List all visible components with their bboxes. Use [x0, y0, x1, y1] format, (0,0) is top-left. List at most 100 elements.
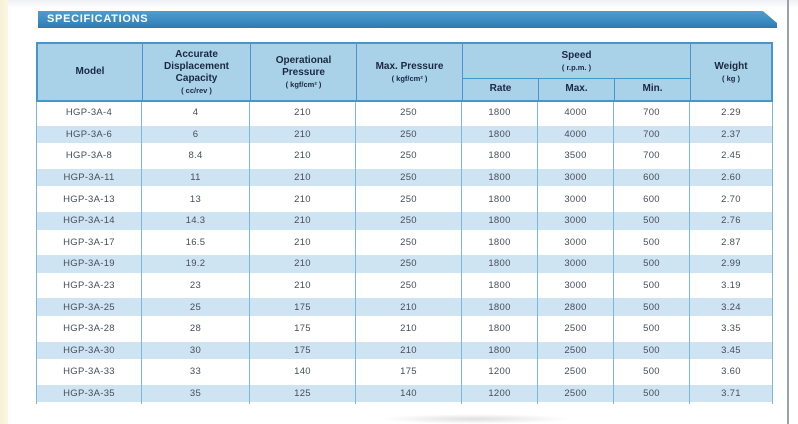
cell-op_pressure: 125 — [250, 382, 356, 405]
cell-model: HGP-3A-4 — [37, 102, 142, 124]
cell-model: HGP-3A-17 — [37, 231, 142, 254]
cell-model: HGP-3A-6 — [37, 123, 142, 146]
cell-max_pressure: 250 — [356, 274, 462, 297]
cell-speed_max: 4000 — [538, 123, 614, 146]
cell-weight: 3.71 — [721, 388, 741, 400]
cell-op_pressure: 140 — [250, 361, 356, 383]
cell-speed_max: 2500 — [538, 317, 614, 340]
cell-speed_max: 3000 — [538, 209, 614, 232]
cell-max_pressure: 140 — [356, 382, 462, 405]
table-row: HGP-3A-4 4 210 250 1800 4000 700 2.29 — [36, 102, 773, 124]
cell-capacity: 30 — [142, 339, 250, 362]
cell-speed_max: 3000 — [538, 188, 614, 210]
cell-max_pressure: 210 — [356, 296, 462, 318]
cell-speed_max: 3000 — [538, 166, 614, 189]
cell-speed_max: 2500 — [538, 382, 614, 405]
cell-weight: 3.45 — [721, 344, 741, 356]
cell-speed_max: 3000 — [538, 253, 614, 275]
cell-speed_min: 500 — [614, 339, 690, 362]
cell-speed_min: 600 — [614, 188, 690, 210]
cell-model: HGP-3A-33 — [37, 361, 142, 383]
table-header: Model Accurate Displacement Capacity ( c… — [36, 42, 773, 102]
cell-capacity: 33 — [142, 361, 250, 383]
table-row: HGP-3A-33 33 140 175 1200 2500 500 3.60 — [36, 361, 773, 383]
cell-capacity: 6 — [142, 123, 250, 146]
table-row: HGP-3A-13 13 210 250 1800 3000 600 2.70 — [36, 188, 773, 210]
table-row: HGP-3A-28 28 175 210 1800 2500 500 3.35 — [36, 317, 773, 340]
cell-max_pressure: 175 — [356, 361, 462, 383]
col-header-unit: ( kgf/cm² ) — [391, 74, 428, 84]
page-right-edge-line — [787, 0, 789, 424]
col-header-model: Model — [38, 44, 143, 100]
cell-max_pressure: 250 — [356, 123, 462, 146]
cell-max_pressure: 250 — [356, 253, 462, 275]
page-title: SPECIFICATIONS — [47, 13, 149, 25]
table-row: HGP-3A-6 6 210 250 1800 4000 700 2.37 — [36, 123, 773, 146]
cell-weight: 2.45 — [721, 150, 741, 162]
cell-speed_min: 700 — [614, 123, 690, 146]
cell-capacity: 14.3 — [142, 209, 250, 232]
table-row: HGP-3A-17 16.5 210 250 1800 3000 500 2.87 — [36, 231, 773, 254]
cell-model: HGP-3A-19 — [37, 253, 142, 275]
cell-speed_rate: 1800 — [462, 339, 538, 362]
cell-model: HGP-3A-35 — [37, 382, 142, 405]
cell-speed_rate: 1800 — [462, 317, 538, 340]
cell-speed_min: 500 — [614, 317, 690, 340]
cell-capacity: 11 — [142, 166, 250, 189]
cell-max_pressure: 250 — [356, 102, 462, 124]
col-header-operational-pressure: Operational Pressure ( kgf/cm² ) — [251, 44, 357, 100]
cell-speed_rate: 1800 — [462, 145, 538, 167]
cell-speed_max: 3000 — [538, 274, 614, 297]
col-header-unit: ( kg ) — [722, 74, 740, 84]
cell-op_pressure: 210 — [250, 231, 356, 254]
cell-weight: 3.24 — [721, 301, 741, 313]
cell-op_pressure: 175 — [250, 296, 356, 318]
cell-weight: 2.87 — [721, 236, 741, 248]
cell-op_pressure: 210 — [250, 209, 356, 232]
scan-artifact — [380, 414, 570, 424]
col-header-label: Max. — [565, 83, 588, 95]
cell-op_pressure: 210 — [250, 188, 356, 210]
table-body: HGP-3A-4 4 210 250 1800 4000 700 2.29 HGP-3A-6 6 2… — [36, 102, 773, 405]
cell-capacity: 35 — [142, 382, 250, 405]
cell-speed_min: 500 — [614, 296, 690, 318]
col-header-speed-max: Max. — [539, 79, 615, 100]
cell-speed_rate: 1800 — [462, 296, 538, 318]
cell-weight: 2.29 — [721, 107, 741, 119]
col-header-label: Operational Pressure — [275, 54, 332, 78]
col-header-label: Rate — [489, 83, 512, 95]
cell-speed_rate: 1800 — [462, 209, 538, 232]
cell-speed_rate: 1800 — [462, 231, 538, 254]
cell-max_pressure: 250 — [356, 188, 462, 210]
cell-model: HGP-3A-8 — [37, 145, 142, 167]
cell-speed_min: 500 — [614, 253, 690, 275]
col-header-unit: ( kgf/cm² ) — [285, 80, 322, 90]
cell-speed_min: 500 — [614, 361, 690, 383]
cell-capacity: 13 — [142, 188, 250, 210]
table-row: HGP-3A-35 35 125 140 1200 2500 500 3.71 — [36, 382, 773, 405]
cell-speed_min: 700 — [614, 102, 690, 124]
cell-model: HGP-3A-11 — [37, 166, 142, 189]
cell-speed_min: 500 — [614, 274, 690, 297]
page-left-margin-strip — [0, 0, 8, 424]
cell-speed_max: 3000 — [538, 231, 614, 254]
cell-capacity: 28 — [142, 317, 250, 340]
cell-weight: 3.60 — [721, 366, 741, 378]
table-row: HGP-3A-23 23 210 250 1800 3000 500 3.19 — [36, 274, 773, 297]
cell-max_pressure: 250 — [356, 209, 462, 232]
cell-speed_rate: 1800 — [462, 253, 538, 275]
col-header-label: Min. — [642, 83, 663, 95]
cell-capacity: 23 — [142, 274, 250, 297]
cell-op_pressure: 210 — [250, 166, 356, 189]
cell-capacity: 4 — [142, 102, 250, 124]
cell-speed_rate: 1800 — [462, 123, 538, 146]
table-row: HGP-3A-14 14.3 210 250 1800 3000 500 2.76 — [36, 209, 773, 232]
cell-capacity: 25 — [142, 296, 250, 318]
cell-op_pressure: 175 — [250, 339, 356, 362]
cell-speed_max: 2500 — [538, 361, 614, 383]
cell-weight: 2.37 — [721, 128, 741, 140]
cell-weight: 3.35 — [721, 323, 741, 335]
cell-speed_rate: 1200 — [462, 361, 538, 383]
cell-op_pressure: 210 — [250, 253, 356, 275]
cell-speed_rate: 1800 — [462, 166, 538, 189]
